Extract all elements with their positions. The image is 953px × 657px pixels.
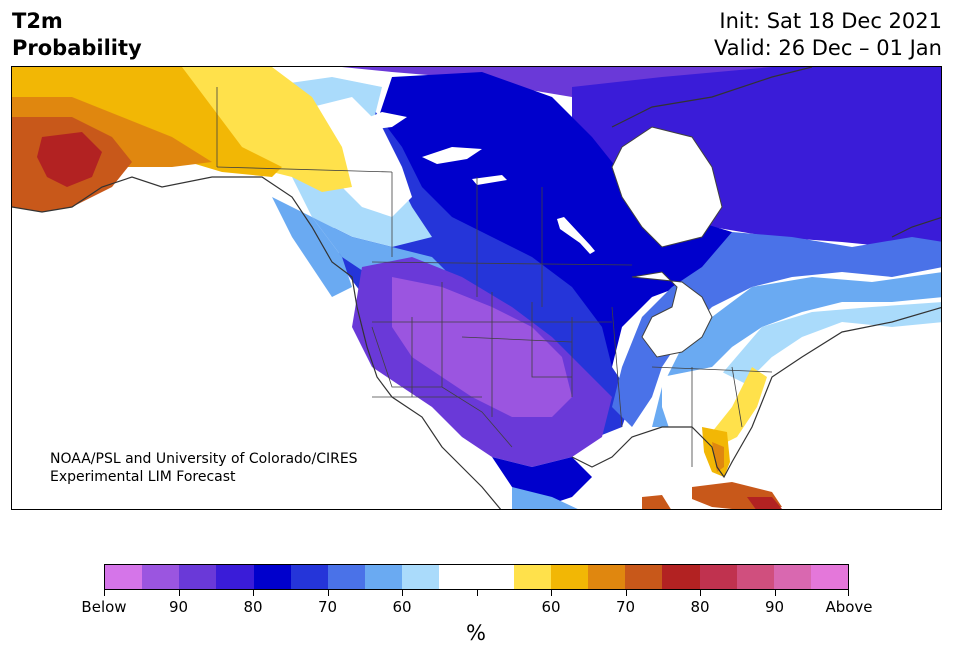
map-panel: NOAA/PSL and University of Colorado/CIRE… [11,66,942,510]
colorbar-swatch [327,565,366,589]
coastlines [12,67,941,509]
colorbar-tick [625,590,627,596]
colorbar-swatch [513,565,551,589]
colorbar-tick [551,590,552,596]
colorbar-tick-label: 80 [690,598,710,616]
colorbar-swatch [476,565,514,589]
colorbar-tick-label: Below [81,598,127,616]
colorbar-tick [774,590,776,596]
colorbar-tick [476,590,478,596]
colorbar-swatch [699,565,737,589]
colorbar-swatch [736,565,774,589]
colorbar-swatch [550,565,589,589]
colorbar-swatch [402,565,440,589]
region-northeast-normal [712,327,941,509]
colorbar [104,564,849,590]
colorbar-swatch [439,565,477,589]
colorbar-tick-label: 70 [615,598,636,616]
colorbar-swatch [365,565,403,589]
region-ontario-blue [612,232,941,427]
political-borders [216,87,773,467]
colorbar-tick [253,590,254,596]
great-slave-lake [422,147,482,164]
region-mexico-blue [492,457,592,507]
great-bear-lake [357,112,407,130]
chart-title: T2m Probability [12,8,142,62]
colorbar-unit: % [466,621,486,645]
region-alaska-gold [12,67,282,177]
colorbar-tick [700,590,701,596]
colorbar-tick [178,590,180,596]
region-mexico-light [512,487,578,509]
colorbar-swatch [290,565,328,589]
colorbar-swatch [142,565,180,589]
colorbar-tick-label: 70 [317,598,338,616]
colorbar-tick-label: 80 [243,598,263,616]
colorbar-swatch [588,565,626,589]
colorbar-tick [327,590,329,596]
great-lakes [631,271,713,358]
probability-map: NOAA/PSL and University of Colorado/CIRE… [12,67,941,509]
colorbar-swatch [216,565,254,589]
colorbar-swatch [253,565,291,589]
colorbar-tick-label: 60 [392,598,412,616]
colorbar-tick-label: 90 [764,598,785,616]
region-light-blue-east [652,272,941,427]
region-bc-coast [272,197,352,297]
colorbar-ticks [104,590,849,598]
hudson-bay [611,126,723,248]
region-western-us-purple [392,277,572,417]
colorbar-tick [104,590,105,596]
lake-athabasca [472,175,507,185]
region-alaska-red [37,132,102,187]
region-cuba-red [747,497,782,509]
title-line-1: T2m [12,9,63,33]
title-line-2: Probability [12,36,142,60]
region-carolina-yellow [712,367,767,447]
colorbar-tick-label: 60 [541,598,561,616]
colorbar-swatch [773,565,811,589]
lake-winnipeg [557,217,595,254]
valid-period: Valid: 26 Dec – 01 Jan [713,36,942,60]
region-nwt-white [312,97,412,217]
colorbar-swatch [810,565,849,589]
colorbar-swatch [625,565,663,589]
colorbar-swatch [179,565,217,589]
credit-line-1: NOAA/PSL and University of Colorado/CIRE… [50,451,358,467]
region-florida-orange [712,442,724,472]
colorbar-swatch [662,565,700,589]
colorbar-tick-label: 90 [168,598,189,616]
colorbar-tick-label: Above [825,598,873,616]
init-date: Init: Sat 18 Dec 2021 [719,9,942,33]
colorbar-tick [848,590,849,596]
colorbar-tick [402,590,403,596]
colorbar-tick-labels: Below 90 80 70 60 60 70 80 90 Above [81,598,872,618]
forecast-dates: Init: Sat 18 Dec 2021 Valid: 26 Dec – 01… [714,8,942,62]
colorbar-swatch [105,565,143,589]
credit-line-2: Experimental LIM Forecast [50,469,236,485]
region-yucatan [642,495,671,509]
